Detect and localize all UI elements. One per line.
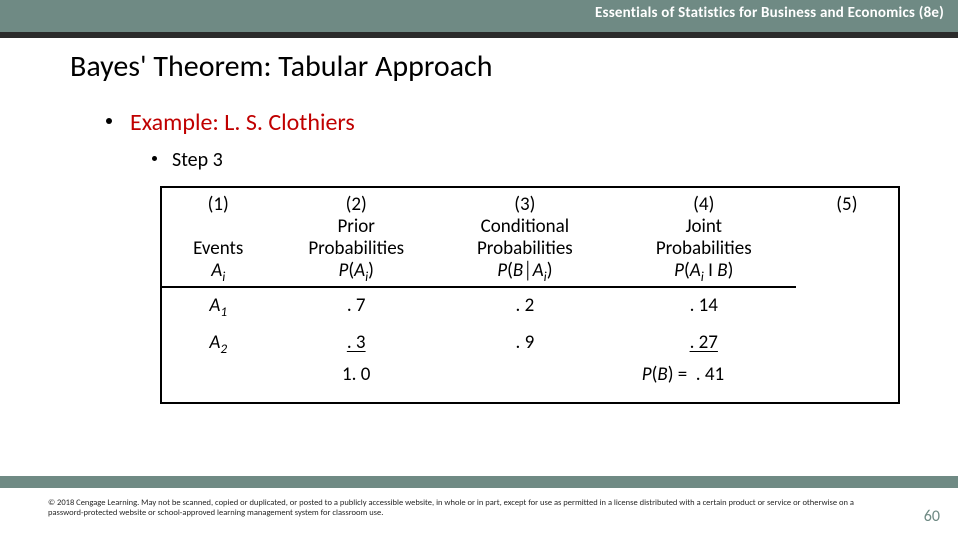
- table-row: A2 . 3 . 9 . 27: [162, 325, 898, 363]
- slide-title: Bayes' Theorem: Tabular Approach: [70, 48, 492, 85]
- copyright-text: © 2018 Cengage Learning. May not be scan…: [48, 498, 888, 518]
- book-title: Essentials of Statistics for Business an…: [595, 4, 944, 22]
- header-banner: Essentials of Statistics for Business an…: [0, 0, 958, 32]
- table-sum-row: 1. 0 P(B) = . 41: [162, 363, 898, 392]
- col-symbol: P(B│Ai): [442, 260, 608, 284]
- page-number: 60: [924, 507, 940, 526]
- col-label: Conditional: [442, 216, 608, 238]
- cell-prior: . 3: [274, 325, 438, 363]
- footer-band: [0, 476, 958, 488]
- cell-conditional: . 9: [438, 325, 612, 363]
- cell-joint: . 27: [612, 325, 796, 363]
- col-num: (3): [442, 194, 608, 216]
- example-line: Example: L. S. Clothiers: [130, 108, 355, 137]
- col-label: Prior: [278, 216, 434, 238]
- col-header-conditional: (3) Conditional Probabilities P(B│Ai): [438, 192, 612, 287]
- col-header-5: (5): [796, 192, 898, 287]
- col-symbol: P(Ai I B): [616, 260, 792, 284]
- cell-prior: . 7: [274, 288, 438, 326]
- cell-event: A1: [162, 288, 274, 326]
- table-header-row: (1) Events Ai (2) Prior Probabilities P(…: [162, 192, 898, 287]
- col-header-prior: (2) Prior Probabilities P(Ai): [274, 192, 438, 287]
- bullet-icon: [152, 156, 157, 161]
- col-header-events: (1) Events Ai: [162, 192, 274, 287]
- col-num: (2): [278, 194, 434, 216]
- step-text: Step 3: [172, 148, 223, 172]
- col-label: Probabilities: [616, 238, 792, 260]
- col-symbol: P(Ai): [278, 260, 434, 284]
- col-num: (5): [800, 194, 894, 216]
- bayes-table: (1) Events Ai (2) Prior Probabilities P(…: [160, 186, 900, 404]
- step-line: Step 3: [172, 148, 223, 172]
- cell-event: A2: [162, 325, 274, 363]
- example-text: Example: L. S. Clothiers: [130, 108, 355, 137]
- col-num: (1): [166, 194, 270, 216]
- cell-prior-sum: 1. 0: [274, 363, 438, 392]
- col-symbol: Ai: [166, 260, 270, 284]
- header-rule: [0, 32, 958, 38]
- cell-conditional: . 2: [438, 288, 612, 326]
- bullet-icon: [106, 118, 112, 124]
- table: (1) Events Ai (2) Prior Probabilities P(…: [162, 192, 898, 392]
- col-label: Events: [166, 238, 270, 260]
- col-header-joint: (4) Joint Probabilities P(Ai I B): [612, 192, 796, 287]
- col-num: (4): [616, 194, 792, 216]
- table-row: A1 . 7 . 2 . 14: [162, 288, 898, 326]
- cell-joint: . 14: [612, 288, 796, 326]
- col-label: Probabilities: [442, 238, 608, 260]
- slide: Essentials of Statistics for Business an…: [0, 0, 958, 540]
- cell-pb: P(B) = . 41: [612, 363, 898, 392]
- col-label: Probabilities: [278, 238, 434, 260]
- col-label: Joint: [616, 216, 792, 238]
